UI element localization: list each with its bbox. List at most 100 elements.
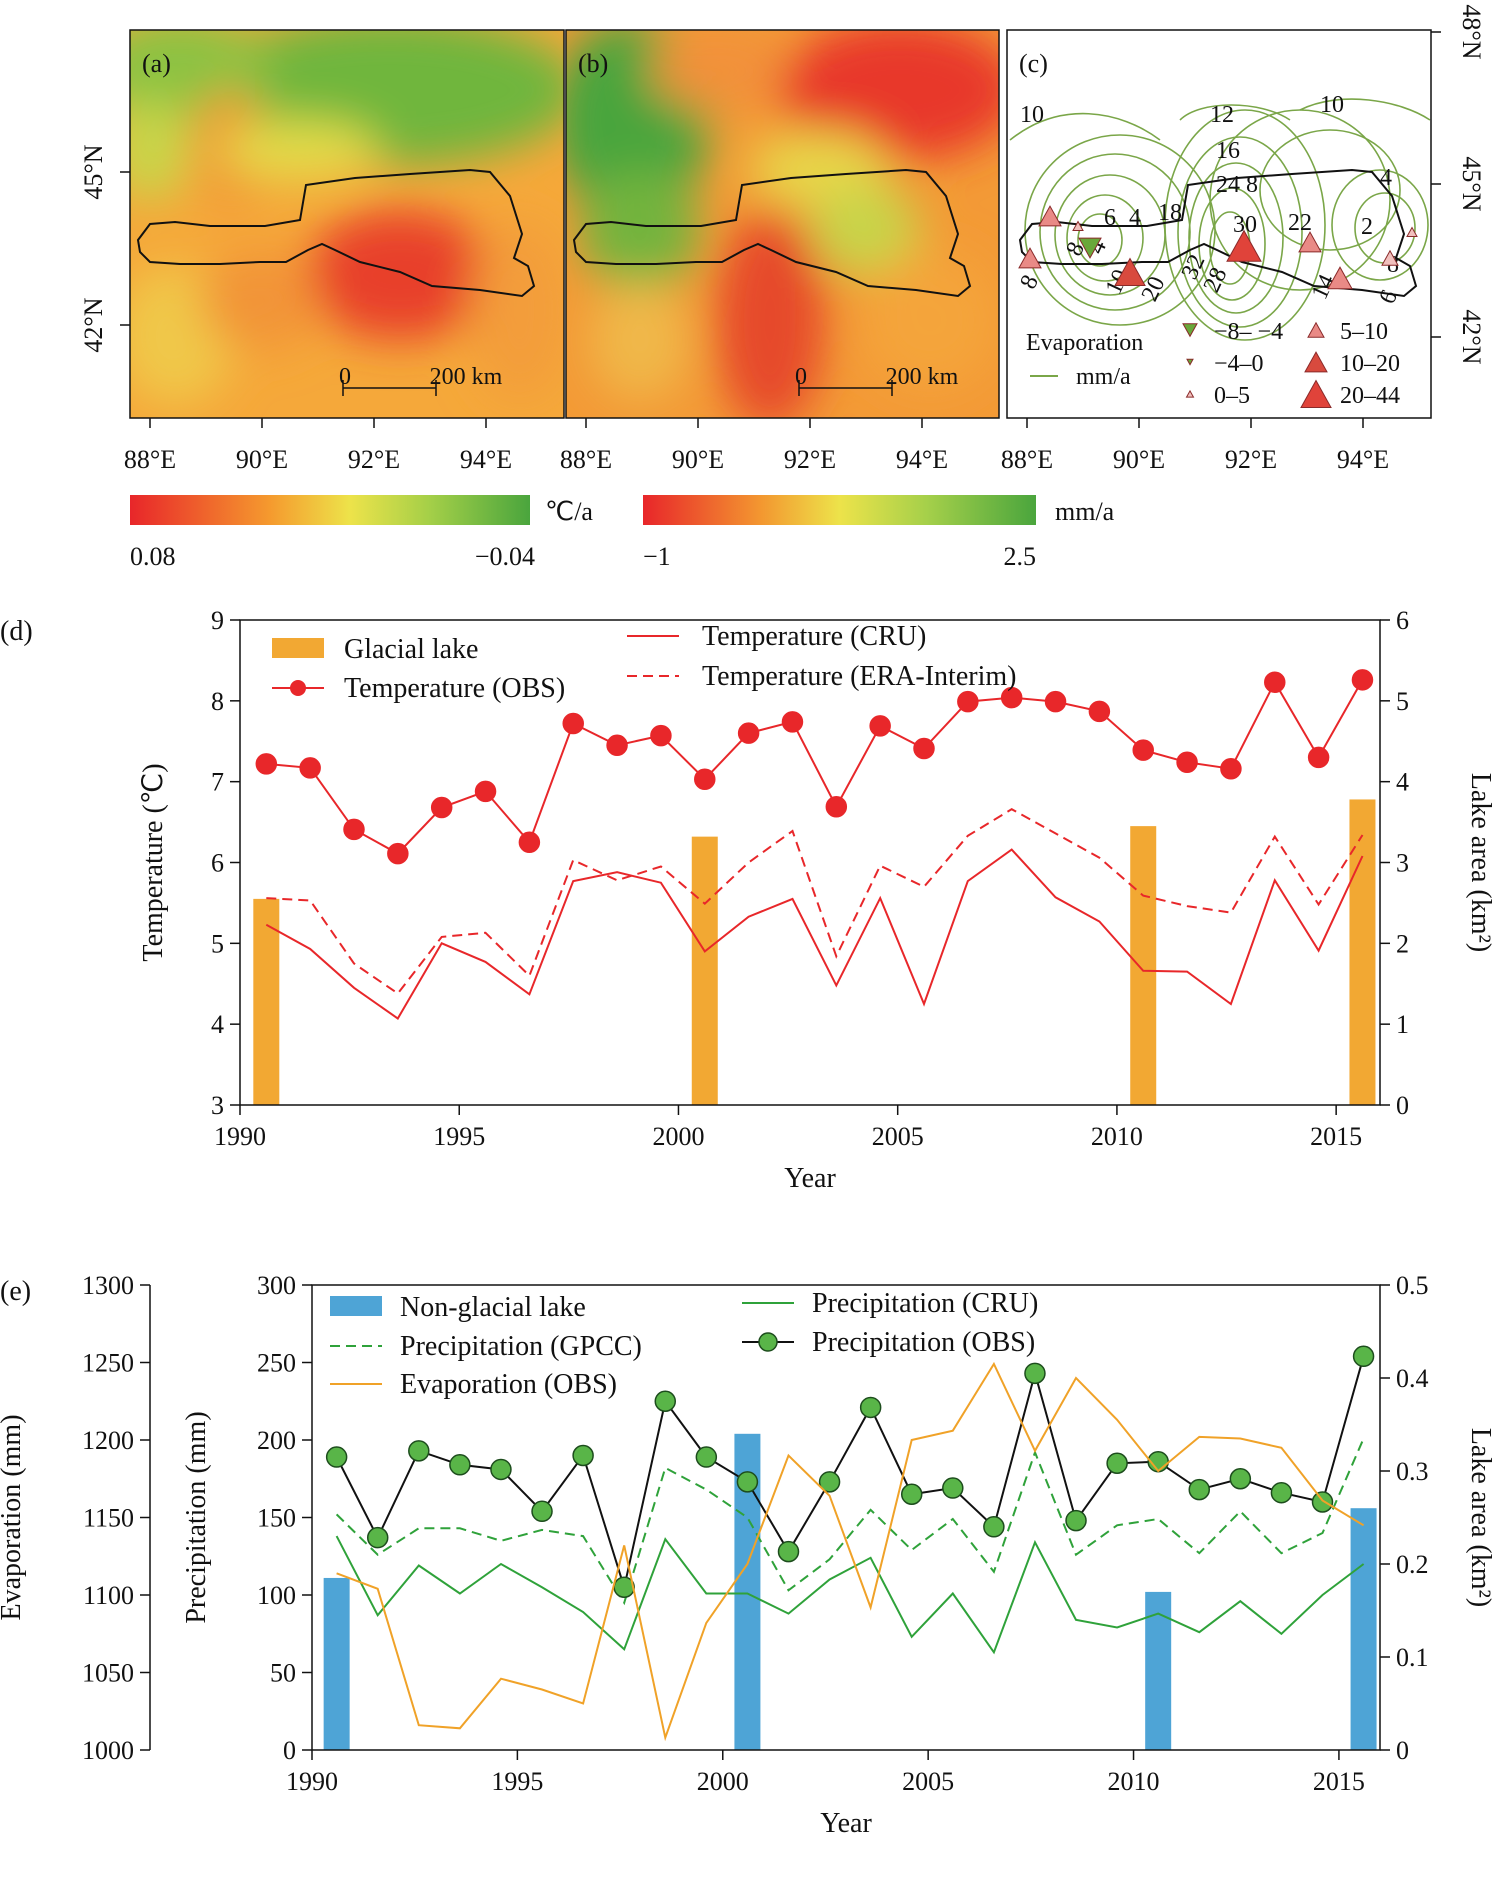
contour-label: 16 <box>1216 138 1240 164</box>
contour-label: 4 <box>1380 165 1392 191</box>
lake-area-bar <box>1350 1508 1377 1750</box>
map-b-xtick-label: 88°E <box>560 445 612 474</box>
map-a-raster <box>130 30 564 418</box>
scale-0-b: 0 <box>795 364 807 390</box>
scale-0-a: 0 <box>339 364 351 390</box>
series-marker <box>255 753 278 775</box>
series-marker <box>430 796 453 819</box>
colorbar-temp-unit: ℃/a <box>545 497 593 526</box>
map-ytick-right-label: 42°N <box>1457 309 1486 364</box>
series-marker <box>1264 671 1286 693</box>
station-triangle <box>1298 231 1322 253</box>
contour-label: 18 <box>1158 200 1182 226</box>
series-marker <box>818 1471 841 1493</box>
lake-area-bar <box>253 898 280 1105</box>
y-tick-label: 0 <box>283 1736 296 1765</box>
colorbar-temp <box>130 495 530 525</box>
y3-tick-label: 1000 <box>82 1736 134 1765</box>
legend-item-label: −4–0 <box>1214 351 1264 377</box>
map-panel-b: (b) 0 200 km <box>565 29 1000 419</box>
evaporation-legend: Evaporation mm/a −8– −4 −4–0 0–5 5–10 10–20 20–… <box>1026 319 1400 409</box>
chart-d: 1990 1995 2000 2005 2010 2015 3 4 5 6 7 8 9 0 1 2 3 4 5 6 Ye… <box>0 606 1496 1194</box>
colorbar-temp-min: 0.08 <box>130 542 176 571</box>
series-marker <box>299 757 321 779</box>
series-marker <box>387 842 409 865</box>
y-tick-label: 9 <box>211 606 224 635</box>
map-a-xtick-label: 92°E <box>348 445 400 474</box>
y2-axis-label: Lake area (km²) <box>1465 773 1496 952</box>
y-tick-label: 200 <box>257 1426 296 1455</box>
x-tick-label: 2005 <box>902 1767 954 1796</box>
basin-outline-a <box>136 168 536 298</box>
map-c-xtick-label: 90°E <box>1113 445 1165 474</box>
y2-tick-label: 6 <box>1396 606 1409 635</box>
series-marker <box>449 1454 471 1476</box>
legend-item-label: −8– −4 <box>1214 319 1283 345</box>
series-marker <box>474 780 497 803</box>
x-tick-label: 1990 <box>214 1122 266 1151</box>
lake-area-bar <box>1145 1591 1172 1750</box>
series-marker <box>1188 1478 1211 1501</box>
series-marker <box>900 1483 923 1505</box>
series-marker <box>737 722 760 744</box>
y3-tick-label: 1200 <box>82 1426 134 1455</box>
contour-label: 4 <box>1129 205 1141 231</box>
colorbar-precip-unit: mm/a <box>1055 497 1115 526</box>
series-marker <box>869 715 891 737</box>
colorbars: ℃/a 0.08 −0.04 mm/a −1 2.5 <box>130 495 1115 571</box>
contour-label: 12 <box>1210 102 1234 128</box>
series-marker <box>654 1390 677 1412</box>
map-a-label: (a) <box>142 49 171 78</box>
station-triangle <box>1226 229 1262 262</box>
station-triangle <box>1078 237 1102 259</box>
y-axis-label: Precipitation (mm) <box>181 1411 212 1623</box>
map-a-xtick-label: 88°E <box>124 445 176 474</box>
legend-label: Precipitation (OBS) <box>812 1327 1035 1358</box>
legend-label: Temperature (CRU) <box>702 621 926 652</box>
series-marker <box>825 795 848 818</box>
station-triangle <box>1406 226 1418 237</box>
y-tick-label: 150 <box>257 1504 296 1533</box>
contour-label: 6 <box>1104 205 1116 231</box>
series-marker <box>366 1526 389 1549</box>
series-marker <box>1229 1468 1252 1490</box>
y2-tick-label: 1 <box>1396 1010 1409 1039</box>
series-marker <box>1088 700 1111 723</box>
series-marker <box>1000 686 1023 709</box>
contour-label: 10 <box>1020 102 1044 128</box>
legend-triangle <box>1300 379 1332 408</box>
map-a-xtick-label: 94°E <box>460 445 512 474</box>
colorbar-precip-max: 2.5 <box>1004 542 1037 571</box>
y2-tick-label: 0.4 <box>1396 1364 1429 1393</box>
legend-item-label: 10–20 <box>1340 351 1400 377</box>
colorbar-temp-max: −0.04 <box>475 542 535 571</box>
legend-swatch-glacial-lake <box>272 638 324 658</box>
legend-label: Glacial lake <box>344 634 478 665</box>
legend-label: Temperature (ERA-Interim) <box>702 661 1016 692</box>
x-tick-label: 1990 <box>286 1767 338 1796</box>
legend-triangle <box>1186 358 1194 366</box>
y2-tick-label: 0.1 <box>1396 1643 1429 1672</box>
series-line <box>336 1361 1365 1742</box>
y-tick-label: 300 <box>257 1271 296 1300</box>
station-triangle <box>1038 205 1062 227</box>
series-marker <box>983 1516 1005 1538</box>
series-marker <box>1311 1491 1334 1513</box>
y-tick-label: 7 <box>211 768 224 797</box>
map-b-raster <box>566 30 999 418</box>
y-axis-label: Temperature (℃) <box>138 763 169 961</box>
map-ytick-right-label: 45°N <box>1457 156 1486 211</box>
legend-triangle <box>1182 323 1198 338</box>
y-tick-label: 6 <box>211 849 224 878</box>
series-marker <box>1132 739 1154 761</box>
lake-area-bar <box>691 836 718 1105</box>
series-marker <box>1044 690 1067 713</box>
legend-swatch-marker <box>758 1332 778 1352</box>
map-panel-a: (a) 0 200 km <box>129 29 565 419</box>
map-c-xtick-label: 88°E <box>1001 445 1053 474</box>
contour-label: 2 <box>1361 214 1373 240</box>
series-marker <box>408 1440 430 1462</box>
lake-area-bar <box>1130 826 1157 1105</box>
